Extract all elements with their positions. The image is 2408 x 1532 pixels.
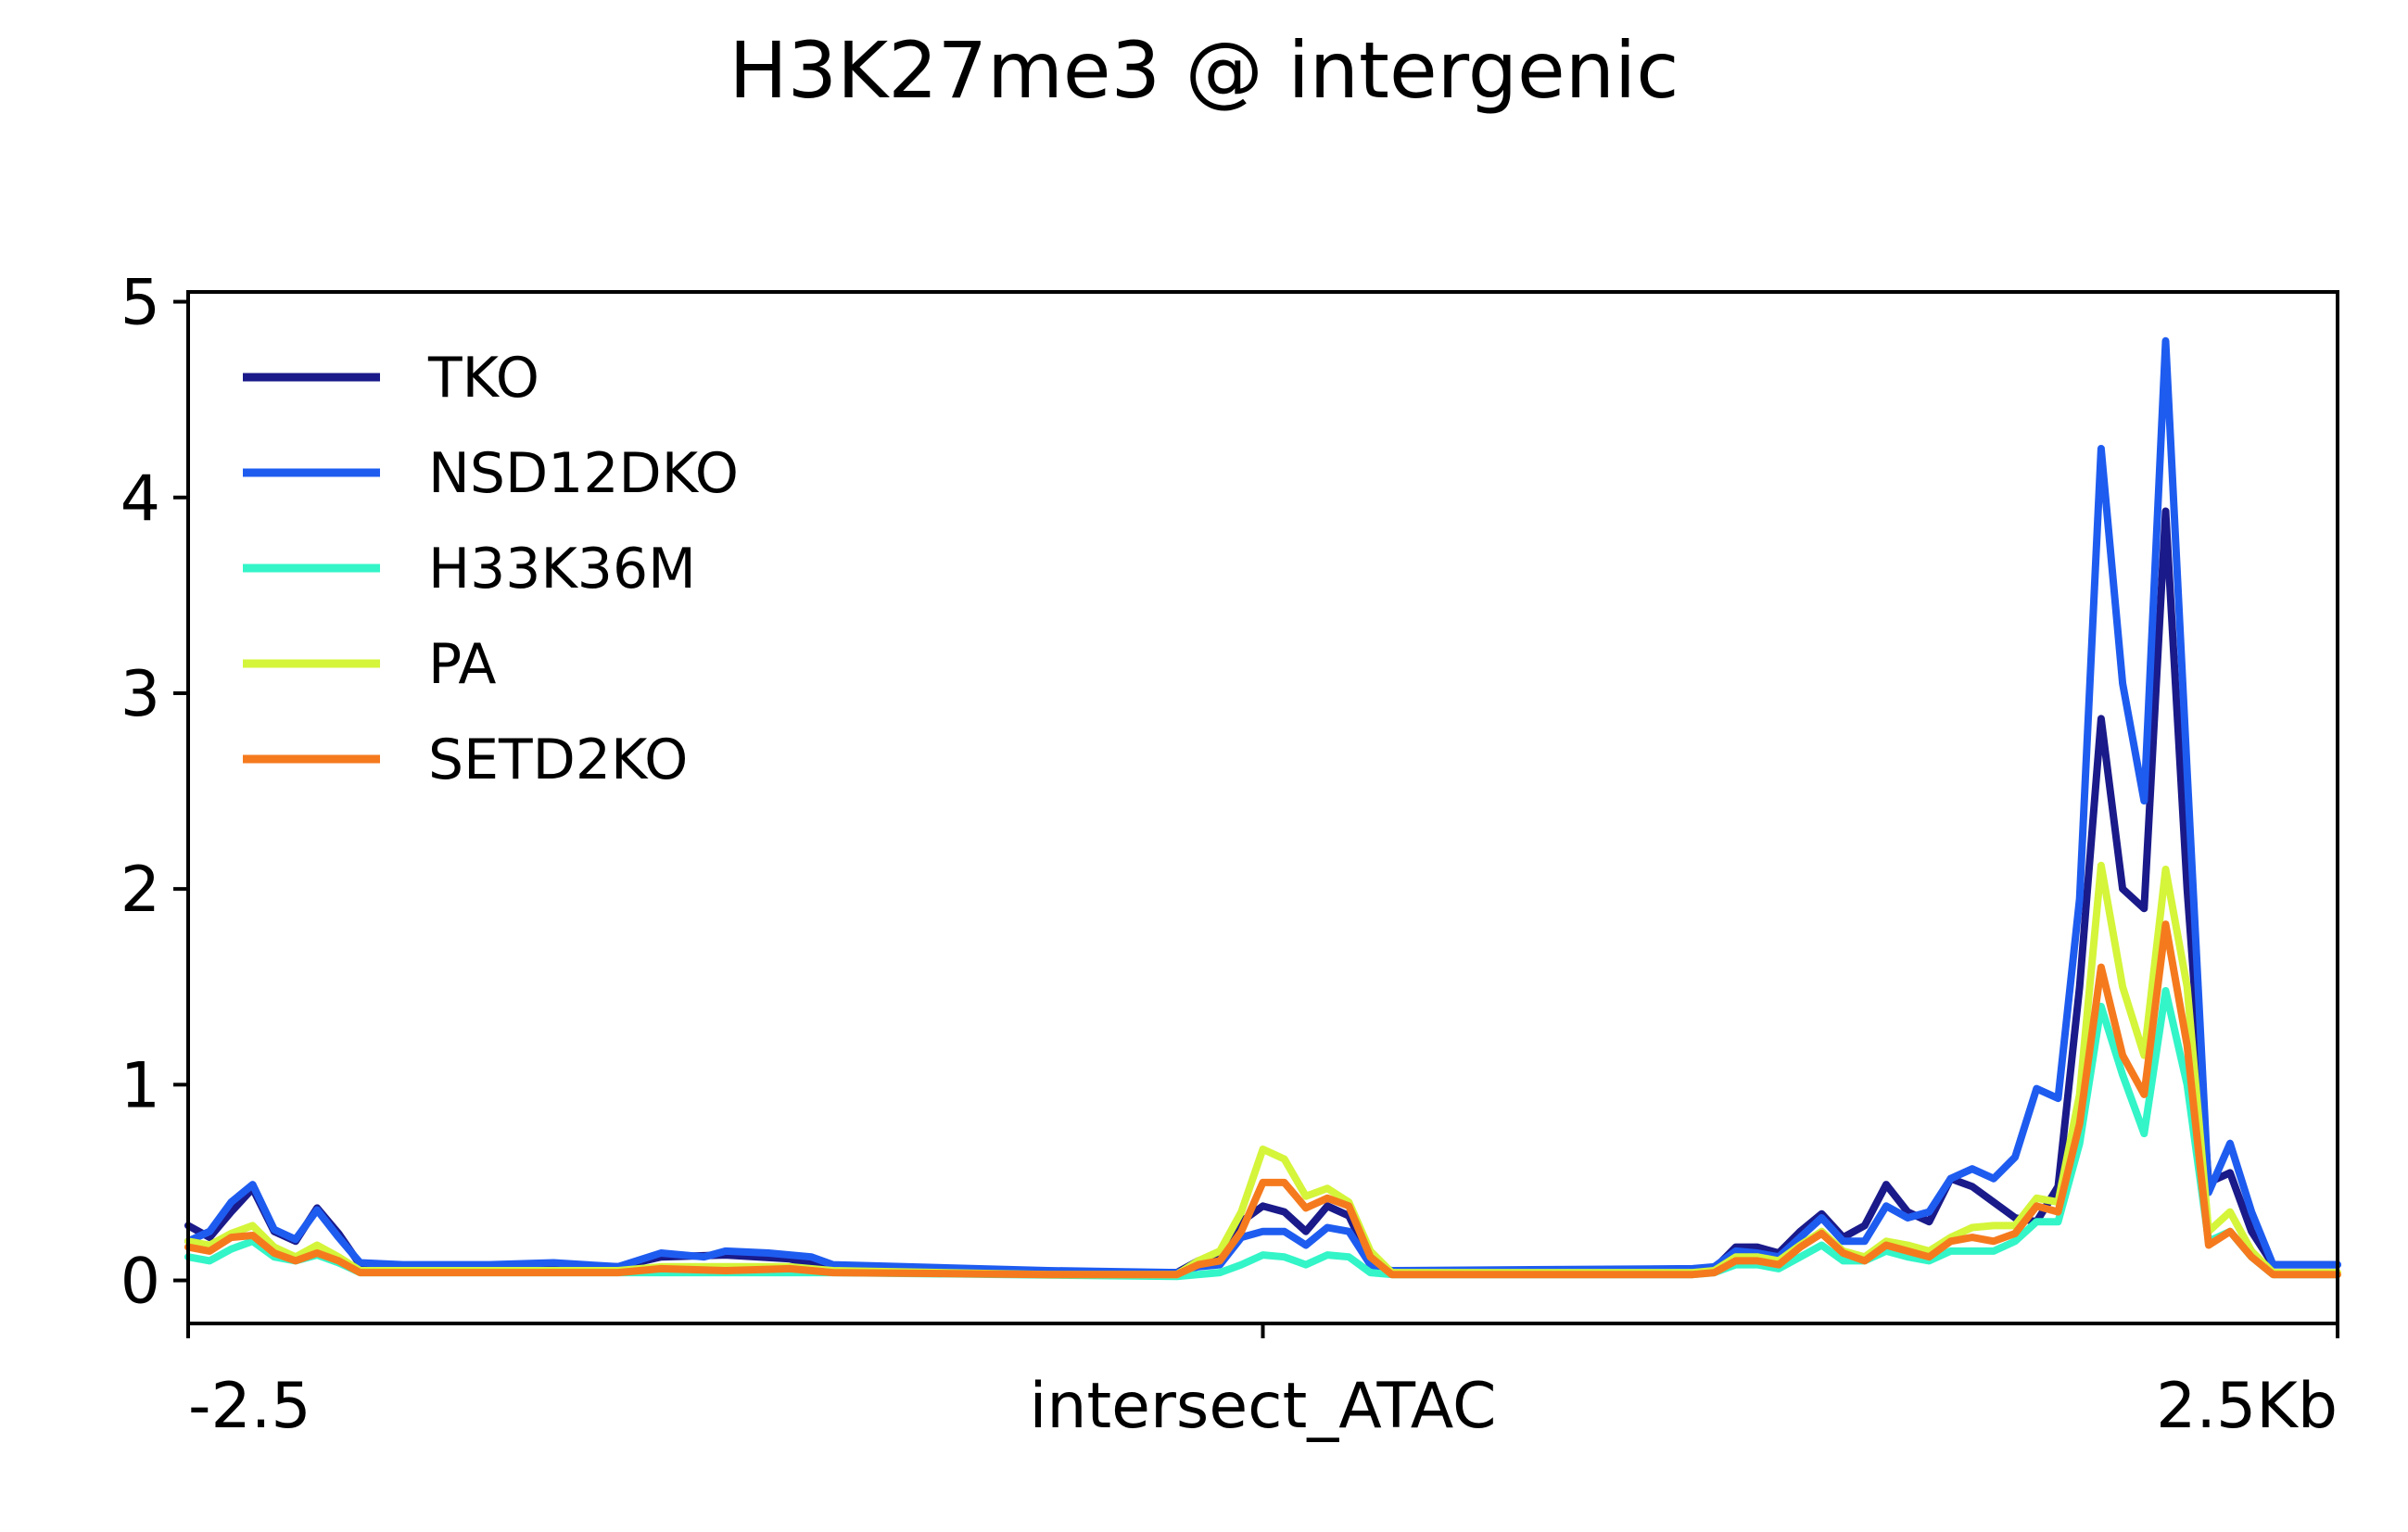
axes-layer: 0 1 2 3 4 5 -2.5 intersect_ATAC 2.5Kb [120, 267, 2339, 1443]
series-layer [184, 336, 2341, 1281]
legend-label-2: H33K36M [428, 537, 696, 601]
series-line-4 [184, 920, 2341, 1279]
x-tick-label-2: 2.5Kb [2156, 1370, 2338, 1443]
legend-label-4: SETD2KO [428, 728, 688, 792]
y-tick-label-5: 5 [120, 267, 160, 340]
legend-label-1: NSD12DKO [428, 441, 739, 506]
y-tick-label-2: 2 [120, 854, 160, 927]
y-tick-label-4: 4 [120, 462, 160, 536]
legend: TKO NSD12DKO H33K36M PA SETD2KO [243, 346, 739, 792]
series-line-3 [184, 861, 2341, 1279]
y-tick-label-0: 0 [120, 1246, 160, 1319]
x-tick-label-0: -2.5 [188, 1370, 311, 1443]
legend-label-0: TKO [427, 346, 539, 411]
y-tick-label-3: 3 [120, 658, 160, 731]
chart-title: H3K27me3 @ intergenic [729, 25, 1679, 116]
x-tick-label-1: intersect_ATAC [1029, 1370, 1496, 1443]
legend-label-3: PA [428, 632, 496, 697]
y-tick-label-1: 1 [120, 1049, 160, 1122]
